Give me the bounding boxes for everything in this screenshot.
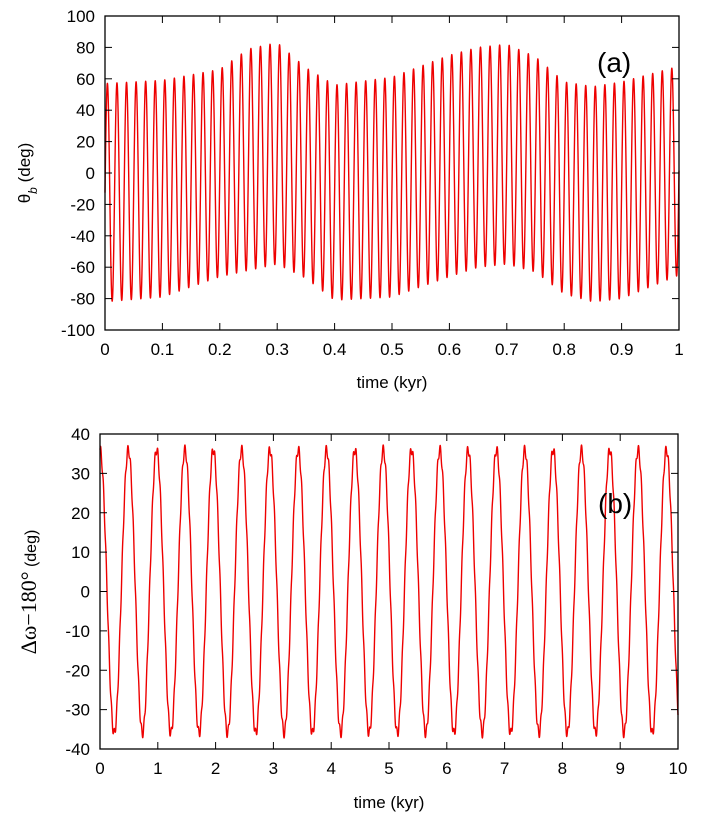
panel-b-axis-ticks: 0 1 2 3 4 5 6 7 8 9 10 -40 -30 -20 -10 0 10 20 30 40 — [65, 425, 687, 778]
delta-omega-series-line — [99, 444, 679, 739]
x-tick-label: 4 — [326, 759, 335, 778]
y-tick-label: -80 — [70, 290, 95, 309]
panel-b-series-line — [99, 444, 679, 739]
y-tick-label: 40 — [76, 101, 95, 120]
panel-b-label: (b) — [598, 488, 632, 519]
y-tick-label: 30 — [71, 464, 90, 483]
x-tick-label: 0.1 — [151, 340, 175, 359]
y-tick-label: -10 — [65, 622, 90, 641]
y-tick-label: -40 — [70, 227, 95, 246]
x-tick-label: 1 — [674, 340, 683, 359]
panel-a-y-axis-label: θb (deg) — [15, 143, 40, 204]
panel-b-x-axis-label: time (kyr) — [354, 793, 425, 812]
x-tick-label: 0.3 — [265, 340, 289, 359]
y-tick-label: -60 — [70, 258, 95, 277]
y-tick-label: -20 — [65, 661, 90, 680]
y-tick-label: -30 — [65, 701, 90, 720]
y-tick-label: -20 — [70, 195, 95, 214]
x-tick-label: 3 — [269, 759, 278, 778]
x-tick-label: 6 — [442, 759, 451, 778]
y-tick-label: 60 — [76, 70, 95, 89]
panel-b-chart: 0 1 2 3 4 5 6 7 8 9 10 -40 -30 -20 -10 0 10 20 30 40 (b) ti… — [16, 425, 687, 812]
x-tick-label: 5 — [384, 759, 393, 778]
x-tick-label: 2 — [211, 759, 220, 778]
x-tick-label: 0.6 — [438, 340, 462, 359]
panel-b-plot-frame — [99, 433, 679, 750]
y-tick-label: 20 — [76, 133, 95, 152]
y-tick-label: 100 — [67, 7, 95, 26]
panel-a-x-axis-label: time (kyr) — [357, 373, 428, 392]
theta-b-series-line — [104, 43, 680, 302]
x-tick-label: 0.9 — [610, 340, 634, 359]
panel-a-chart: 0 0.1 0.2 0.3 0.4 0.5 0.6 0.7 0.8 0.9 1 -100 -80 -60 -… — [15, 7, 684, 392]
x-tick-label: 8 — [558, 759, 567, 778]
y-tick-label: 40 — [71, 425, 90, 444]
y-tick-label: -100 — [61, 321, 95, 340]
x-tick-label: 0.8 — [552, 340, 576, 359]
x-tick-label: 0 — [100, 340, 109, 359]
panel-a-axis-ticks: 0 0.1 0.2 0.3 0.4 0.5 0.6 0.7 0.8 0.9 1 -100 -80 -60 -… — [61, 7, 684, 359]
y-tick-label: 80 — [76, 38, 95, 57]
y-tick-label: 20 — [71, 504, 90, 523]
x-tick-label: 1 — [153, 759, 162, 778]
y-tick-label: -40 — [65, 740, 90, 759]
x-tick-label: 7 — [500, 759, 509, 778]
x-tick-label: 0.5 — [380, 340, 404, 359]
y-tick-label: 0 — [81, 583, 90, 602]
panel-a-label: (a) — [597, 47, 631, 78]
x-tick-label: 9 — [615, 759, 624, 778]
x-tick-label: 0.2 — [208, 340, 232, 359]
panel-a-series-line — [104, 43, 680, 302]
x-tick-label: 0 — [95, 759, 104, 778]
y-tick-label: 0 — [86, 164, 95, 183]
x-tick-label: 10 — [669, 759, 688, 778]
x-tick-label: 0.4 — [323, 340, 347, 359]
y-tick-label: 10 — [71, 543, 90, 562]
panel-b-y-axis-label: Δω−180° (deg) — [16, 530, 41, 655]
x-tick-label: 0.7 — [495, 340, 519, 359]
